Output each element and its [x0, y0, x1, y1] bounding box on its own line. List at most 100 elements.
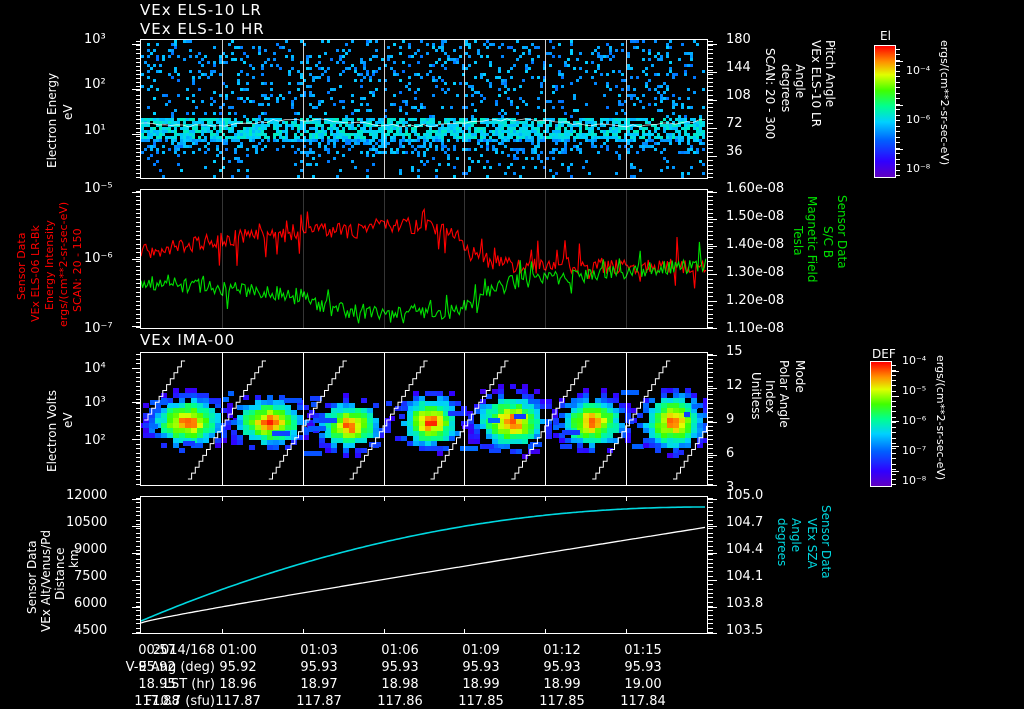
panel2-left-ticks — [132, 191, 141, 328]
panel4-right-tick-1044: 104.4 — [726, 542, 764, 557]
colorbar1-ticks — [896, 49, 903, 176]
panel2-right-tick-140: 1.40e-08 — [726, 237, 785, 252]
panel2-right-axis-label-2: S/C B — [821, 226, 835, 259]
panel4-left-axis-label-1: Sensor Data — [25, 540, 39, 614]
panel4-left-tick-4500: 4500 — [74, 623, 108, 638]
colorbar2-ticks — [892, 365, 899, 485]
panel1-left-tick-1000: 10³ — [84, 32, 106, 47]
panel4-left-tick-12000: 12000 — [66, 488, 108, 503]
panel3-right-tick-15: 15 — [726, 344, 743, 359]
colorbar2-tick-3: 10⁻⁶ — [902, 414, 927, 427]
panel3-title: VEx IMA-00 — [140, 331, 236, 349]
panel1-left-tick-100: 10² — [84, 77, 106, 92]
panel4-right-axis-label-1: Sensor Data — [819, 505, 833, 579]
panel2-right-axis-label-3: Magnetic Field — [805, 196, 819, 283]
footer-cell-f107: 117.85 — [458, 694, 504, 709]
footer-cell-time: 01:03 — [300, 643, 338, 658]
footer-cell-time: 00:57 — [138, 643, 176, 658]
panel1-right-tick-36: 36 — [726, 144, 743, 159]
panel3-left-tick-1e4: 10⁴ — [84, 361, 106, 376]
panel4-left-ticks — [132, 498, 141, 634]
colorbar2-label: DEF — [872, 347, 896, 361]
footer-cell-f107: 117.88 — [134, 694, 180, 709]
panel3-right-ticks — [708, 354, 717, 486]
panel4-right-tick-1035: 103.5 — [726, 623, 764, 638]
panel3-right-tick-9: 9 — [726, 412, 735, 427]
panel4-left-axis-label-4: km — [67, 549, 81, 568]
footer-cell-f107: 117.85 — [539, 694, 585, 709]
colorbar1-tick-3: 10⁻⁸ — [906, 162, 931, 175]
panel-els-spectrogram[interactable] — [140, 39, 708, 179]
colorbar1-label: El — [880, 29, 891, 43]
panel2-right-tick-150: 1.50e-08 — [726, 209, 785, 224]
panel1-right-axis-label-2: VEx ELS-10 LR — [809, 40, 823, 128]
footer-cell-lst: 18.99 — [543, 677, 581, 692]
panel4-left-tick-7500: 7500 — [74, 569, 108, 584]
colorbar2-units: ergs/(cm**2-sr-sec-eV) — [934, 355, 947, 481]
panel2-right-tick-110: 1.10e-08 — [726, 321, 785, 336]
panel1-right-axis-label-5: SCAN: 20 - 300 — [763, 48, 777, 140]
footer-cell-ve-ang: 95.92 — [219, 660, 257, 675]
panel4-right-tick-1041: 104.1 — [726, 569, 764, 584]
panel4-right-axis-label-4: degrees — [775, 518, 789, 567]
panel1-right-axis-label-3: Angle — [793, 64, 807, 99]
panel3-left-ticks — [132, 354, 141, 485]
footer-cell-f107: 117.84 — [620, 694, 666, 709]
footer-cell-lst: 18.95 — [138, 677, 176, 692]
panel4-left-tick-10500: 10500 — [66, 515, 108, 530]
panel2-left-axis-label-2: VEx ELS-06 LR-Bk — [29, 225, 42, 322]
panel2-left-tick-1e-7: 10⁻⁷ — [84, 321, 113, 336]
panel1-title-hr: VEx ELS-10 HR — [140, 20, 265, 38]
panel3-right-axis-label-3: Index — [763, 380, 777, 414]
panel3-right-axis-label-4: Unitless — [749, 372, 763, 420]
panel3-right-axis-label-1: Mode — [793, 360, 807, 393]
colorbar2-tick-5: 10⁻⁸ — [902, 474, 927, 487]
panel3-right-axis-label-2: Polar Angle — [777, 360, 791, 428]
footer-row-label-date: 2014/168 — [152, 643, 215, 658]
panel2-left-axis-label-4: ergs/(cm**2-sr-sec-eV) — [57, 201, 70, 327]
footer-cell-ve-ang: 95.92 — [138, 660, 176, 675]
panel2-left-axis-label-5: SCAN: 20 - 150 — [71, 228, 84, 312]
panel-altitude-sza[interactable] — [140, 496, 708, 634]
panel4-right-axis-label-3: Angle — [789, 518, 803, 553]
panel1-title-lr: VEx ELS-10 LR — [140, 1, 262, 19]
colorbar2-tick-4: 10⁻⁷ — [902, 444, 927, 457]
panel3-right-tick-6: 6 — [726, 446, 735, 461]
footer-cell-ve-ang: 95.93 — [381, 660, 419, 675]
footer-cell-f107: 117.87 — [215, 694, 261, 709]
footer-cell-lst: 18.98 — [381, 677, 419, 692]
panel4-right-ticks — [708, 498, 717, 634]
panel1-right-axis-label-4: degrees — [779, 64, 793, 113]
footer-cell-time: 01:15 — [624, 643, 662, 658]
colorbar1[interactable] — [874, 45, 896, 178]
footer-cell-ve-ang: 95.93 — [462, 660, 500, 675]
panel1-right-tick-180: 180 — [726, 32, 751, 47]
footer-cell-ve-ang: 95.93 — [300, 660, 338, 675]
footer-row-label-veang: V-E Ang (deg) — [125, 660, 215, 675]
colorbar2-tick-1: 10⁻⁴ — [902, 354, 927, 367]
footer-cell-f107: 117.87 — [296, 694, 342, 709]
panel2-left-axis-label-1: Sensor Data — [15, 232, 28, 300]
panel2-right-tick-130: 1.30e-08 — [726, 265, 785, 280]
footer-cell-ve-ang: 95.93 — [624, 660, 662, 675]
footer-cell-f107: 117.86 — [377, 694, 423, 709]
panel1-left-ticks — [132, 41, 141, 178]
panel4-left-tick-6000: 6000 — [74, 596, 108, 611]
colorbar2-tick-2: 10⁻⁵ — [902, 384, 927, 397]
panel2-left-axis-label-3: Energy Intensity — [43, 220, 56, 310]
panel3-right-tick-3: 3 — [726, 480, 735, 495]
panel-energy-magfield[interactable] — [140, 189, 708, 329]
panel3-left-tick-1e2: 10² — [84, 433, 106, 448]
panel4-left-axis-label-3: Distance — [53, 547, 67, 600]
footer-cell-time: 01:12 — [543, 643, 581, 658]
panel1-right-tick-72: 72 — [726, 116, 743, 131]
panel2-left-tick-1e-5: 10⁻⁵ — [84, 181, 113, 196]
footer-cell-time: 01:06 — [381, 643, 419, 658]
panel3-right-tick-12: 12 — [726, 378, 743, 393]
panel4-left-tick-9000: 9000 — [74, 542, 108, 557]
colorbar2[interactable] — [870, 361, 892, 487]
panel1-right-axis-label-1: Pitch Angle — [823, 40, 837, 108]
panel4-right-axis-label-2: VEx SZA — [805, 518, 819, 569]
panel-ima-spectrogram[interactable] — [140, 352, 708, 486]
